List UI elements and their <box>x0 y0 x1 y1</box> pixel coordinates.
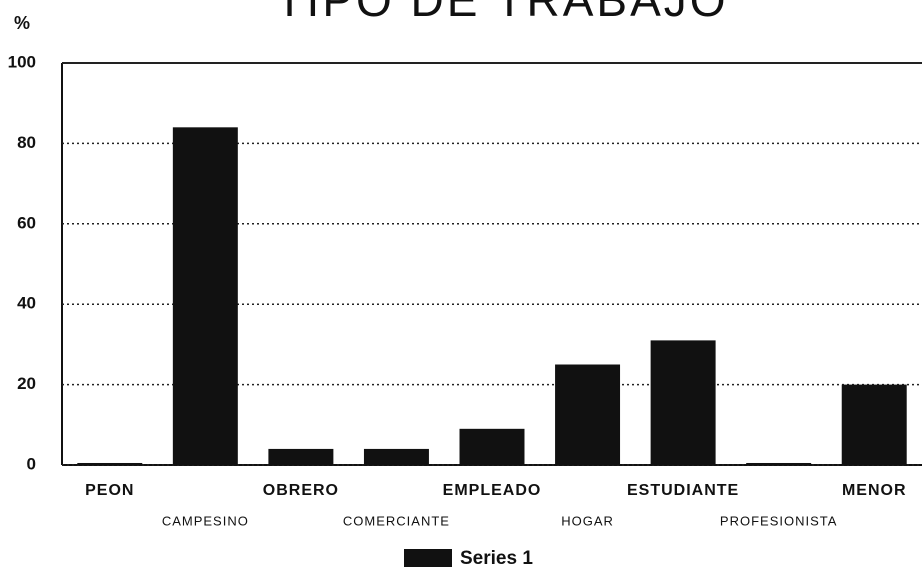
y-tick-label: 40 <box>17 294 36 313</box>
y-tick-label: 80 <box>17 133 36 152</box>
y-tick-label: 20 <box>17 374 36 393</box>
bar <box>650 340 716 465</box>
y-tick-label: 100 <box>8 52 36 71</box>
x-tick-label: EMPLEADO <box>443 482 542 499</box>
x-tick-label: OBRERO <box>263 482 339 499</box>
legend-label: Series 1 <box>460 548 533 569</box>
x-tick-label: COMERCIANTE <box>343 513 450 528</box>
bar <box>363 448 429 465</box>
x-tick-label: CAMPESINO <box>162 513 249 528</box>
bar <box>841 384 907 465</box>
y-axis-label: % <box>14 13 30 33</box>
bar <box>77 462 143 465</box>
x-tick-label: MENOR <box>842 482 907 499</box>
x-tick-label: PEON <box>85 482 134 499</box>
bar <box>746 462 812 465</box>
legend-swatch <box>404 549 452 567</box>
x-tick-label: HOGAR <box>561 513 614 528</box>
y-tick-label: 60 <box>17 213 36 232</box>
y-tick-label: 0 <box>27 454 36 473</box>
bar <box>172 127 238 465</box>
bar <box>459 428 525 465</box>
bar <box>268 448 334 465</box>
chart-title: TIPO DE TRABAJO <box>275 0 728 26</box>
x-tick-label: PROFESIONISTA <box>720 513 838 528</box>
x-tick-label: ESTUDIANTE <box>627 482 739 499</box>
bar <box>555 364 621 465</box>
